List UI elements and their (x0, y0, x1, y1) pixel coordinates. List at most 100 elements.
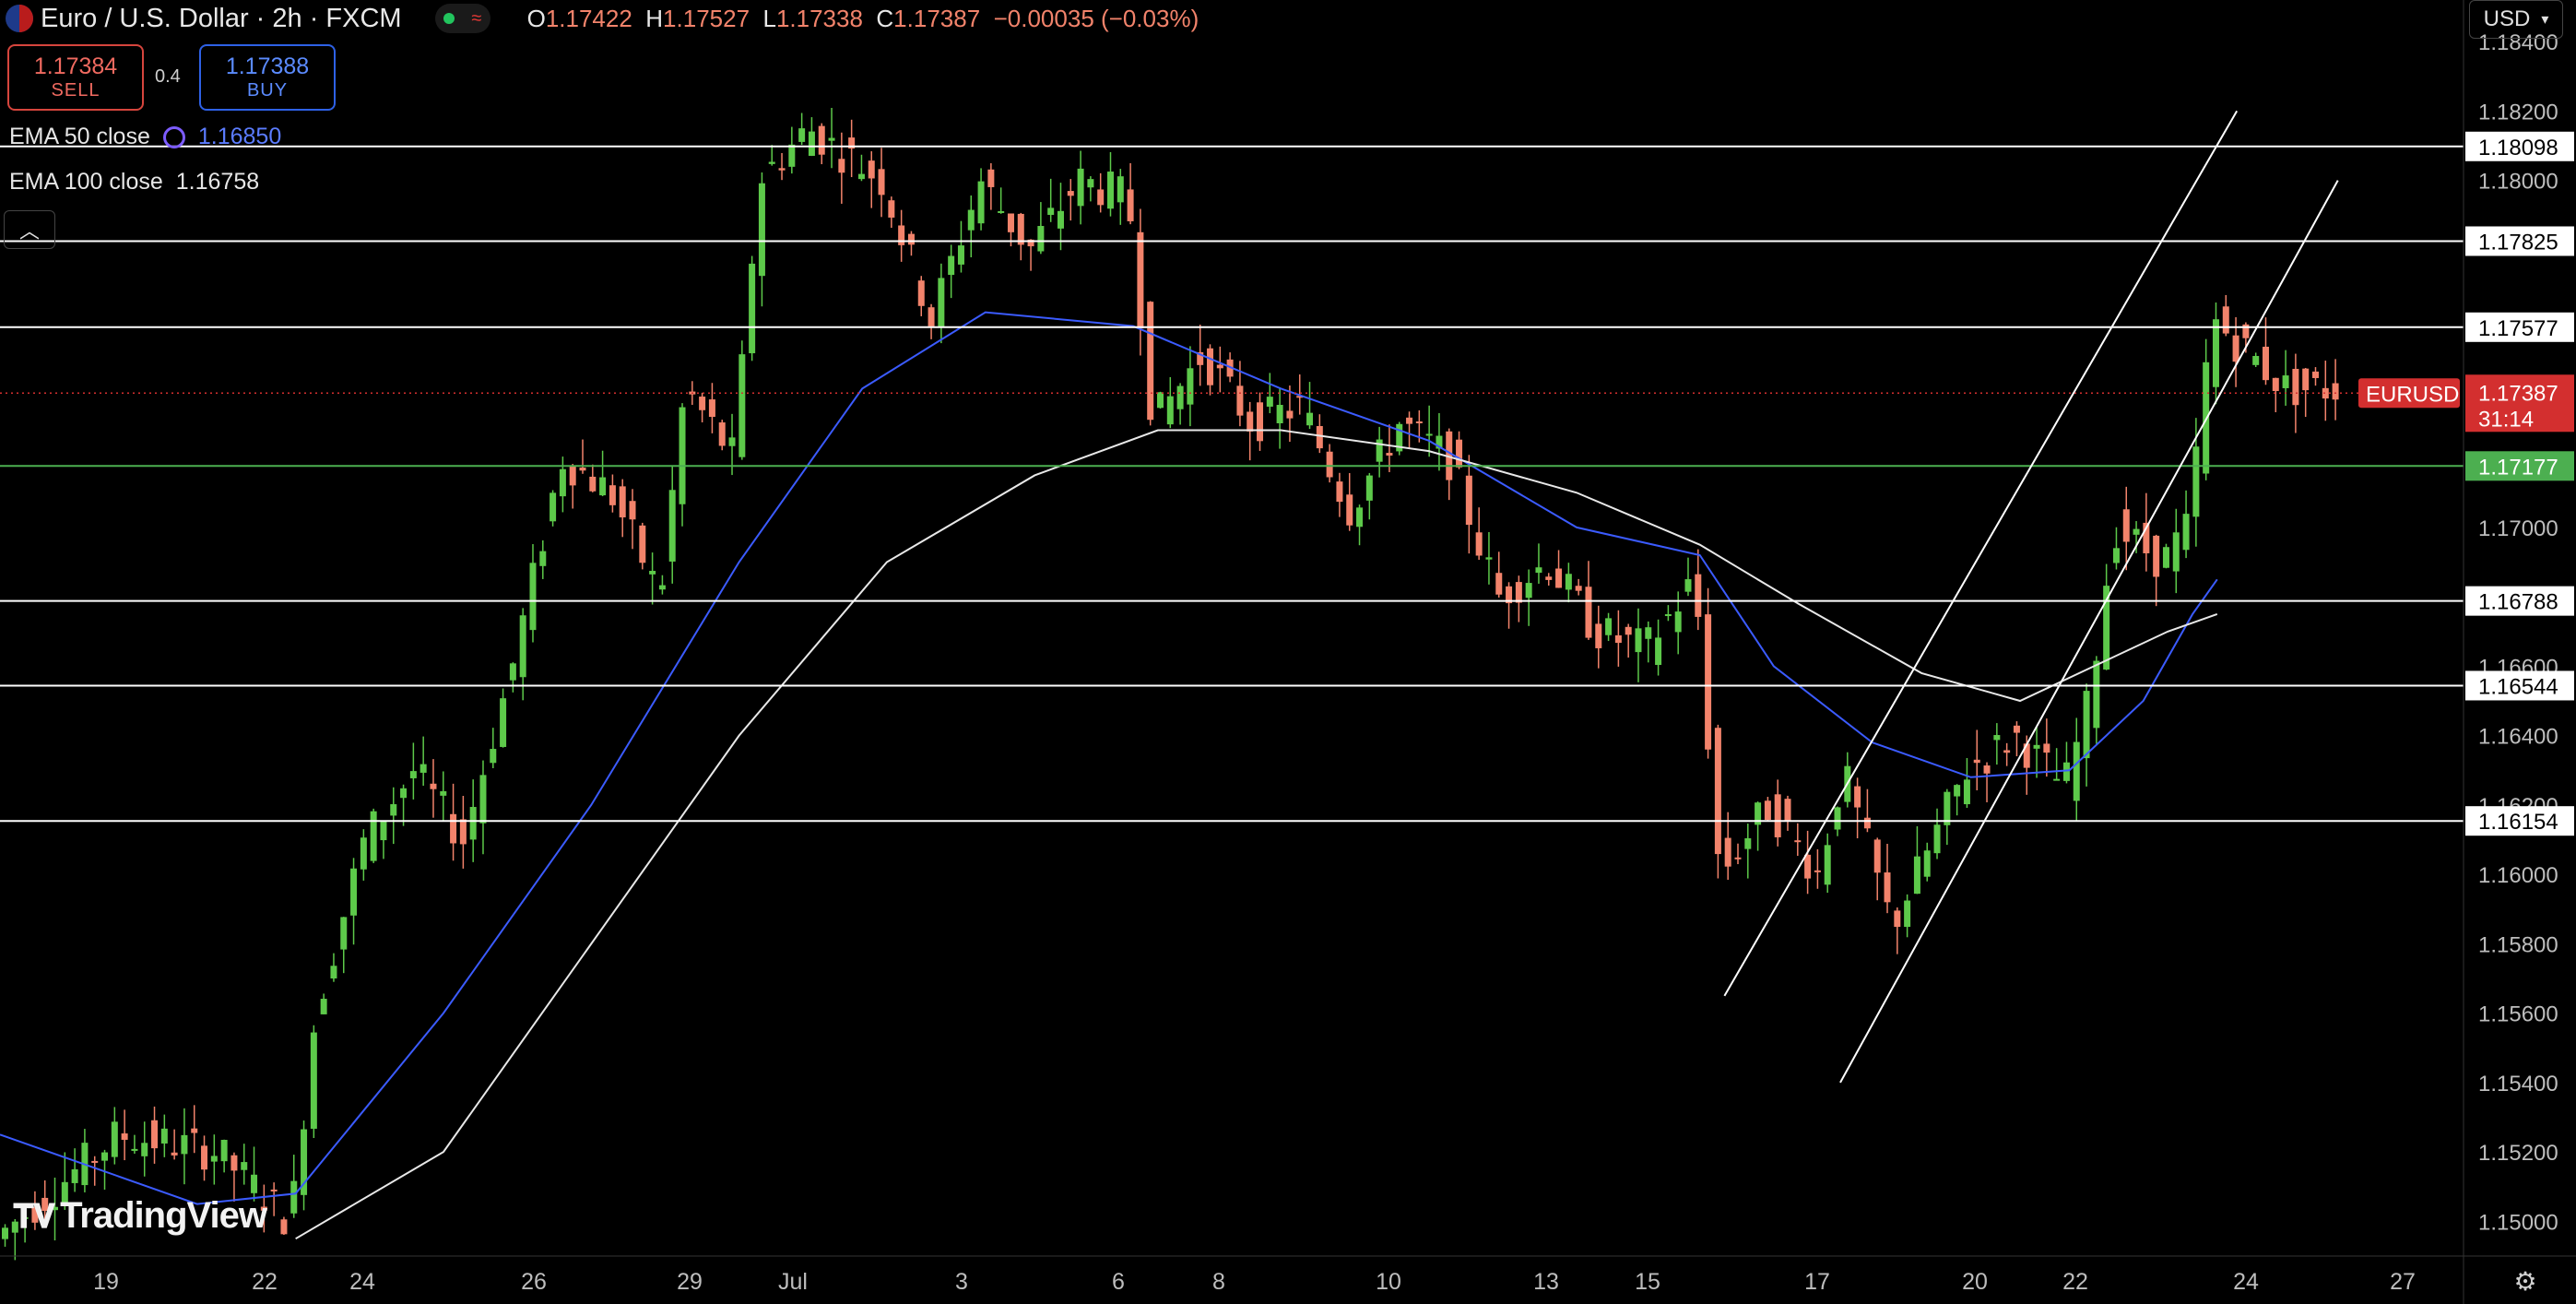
candlestick-series (2, 107, 2339, 1261)
time-tick-label: 19 (93, 1269, 119, 1295)
candle-body (52, 1206, 59, 1211)
candle-body (1156, 392, 1164, 409)
price-tick-label: 1.18200 (2478, 100, 2558, 124)
sell-button[interactable]: 1.17384 SELL (7, 44, 144, 111)
candle-body (1127, 189, 1134, 221)
candle-body (1814, 870, 1821, 872)
price-tick-label: 1.18400 (2478, 30, 2558, 55)
candle-body (1565, 574, 1572, 590)
candle-body (2003, 750, 2011, 753)
candle-body (1495, 573, 1503, 595)
candle-body (1515, 582, 1522, 603)
candle-body (1117, 176, 1124, 203)
candle-body (1106, 172, 1114, 209)
candle-body (330, 966, 337, 979)
candle-body (1784, 799, 1791, 822)
candle-body (2133, 528, 2140, 535)
candle-body (1963, 779, 1970, 805)
candle-body (1834, 807, 1841, 830)
time-tick-label: 10 (1376, 1269, 1401, 1295)
candle-body (1555, 568, 1563, 588)
candle-body (629, 501, 636, 520)
candle-body (390, 804, 397, 816)
candle-body (11, 1221, 18, 1233)
candle-body (1605, 618, 1613, 635)
time-tick-label: 27 (2390, 1269, 2416, 1295)
candle-body (1336, 481, 1343, 503)
level-tag-label: 1.16788 (2478, 590, 2558, 615)
candle-body (490, 749, 497, 764)
candle-body (31, 1206, 39, 1223)
currency-label: USD (2483, 6, 2531, 31)
candle-body (1714, 728, 1721, 855)
candle-body (270, 1189, 278, 1191)
candle-body (519, 615, 526, 678)
candle-body (967, 209, 975, 231)
candle-body (1386, 453, 1393, 456)
time-tick-label: 24 (349, 1269, 375, 1295)
candle-body (2272, 377, 2279, 392)
candle-body (1226, 359, 1234, 377)
candle-body (419, 764, 427, 773)
candle-body (2143, 522, 2150, 553)
loading-cycle-icon (162, 126, 185, 149)
time-tick-label: 20 (1962, 1269, 1988, 1295)
candle-body (1316, 426, 1323, 449)
candle-body (848, 137, 856, 149)
candle-body (2222, 306, 2229, 334)
price-tick-label: 1.15600 (2478, 1002, 2558, 1027)
candle-body (708, 399, 715, 418)
candle-body (1425, 433, 1433, 436)
ema100-label: EMA 100 close (9, 169, 163, 195)
candle-body (1356, 507, 1364, 528)
candle-body (310, 1032, 317, 1129)
symbol-tag-label: EURUSD (2366, 382, 2459, 407)
candle-body (251, 1174, 258, 1193)
candle-body (41, 1197, 49, 1212)
time-tick-label: 24 (2233, 1269, 2259, 1295)
candle-body (1933, 824, 1941, 854)
candle-body (1973, 759, 1980, 764)
candle-body (529, 563, 537, 631)
candle-body (1446, 431, 1453, 480)
candle-body (1655, 637, 1662, 666)
ema100-legend[interactable]: EMA 100 close 1.16758 (9, 169, 259, 196)
candle-body (1257, 402, 1264, 442)
wave-icon: ≈ (471, 7, 482, 29)
candle-body (2182, 514, 2190, 551)
candle-body (1595, 623, 1602, 648)
candle-body (1216, 364, 1223, 369)
candle-body (2212, 319, 2219, 387)
time-tick-label: 22 (252, 1269, 278, 1295)
candle-body (91, 1160, 99, 1163)
candle-body (171, 1152, 178, 1156)
symbol-title[interactable]: Euro / U.S. Dollar · 2h · FXCM (41, 3, 402, 33)
candle-body (1575, 586, 1582, 591)
candle-body (2153, 535, 2160, 577)
ema50-legend[interactable]: EMA 50 close 1.16850 (9, 124, 281, 150)
level-tag (2465, 131, 2574, 161)
candle-body (599, 477, 607, 496)
collapse-legend-button[interactable]: ︿ (4, 210, 55, 249)
candle-body (1684, 579, 1692, 592)
level-tag-label: 1.17577 (2478, 316, 2558, 341)
currency-select[interactable]: USD ▾ (2469, 0, 2563, 39)
settings-gear-icon[interactable]: ⚙ (2513, 1266, 2537, 1296)
buy-button[interactable]: 1.17388 BUY (199, 44, 336, 111)
candle-body (768, 161, 775, 164)
market-status-pill[interactable]: ≈ (434, 4, 490, 33)
time-tick-label: 26 (521, 1269, 547, 1295)
candle-body (380, 821, 387, 841)
price-tick-label: 1.16000 (2478, 863, 2558, 888)
candle-body (549, 492, 557, 522)
candle-body (2083, 691, 2090, 759)
time-tick-label: 22 (2062, 1269, 2088, 1295)
candle-body (1396, 423, 1403, 452)
candle-body (1266, 397, 1273, 407)
candle-body (739, 354, 746, 457)
eur-usd-flag-icon (6, 5, 33, 32)
tradingview-watermark: 𝐓𝐕 TradingView (13, 1195, 267, 1237)
candle-body (938, 278, 945, 327)
